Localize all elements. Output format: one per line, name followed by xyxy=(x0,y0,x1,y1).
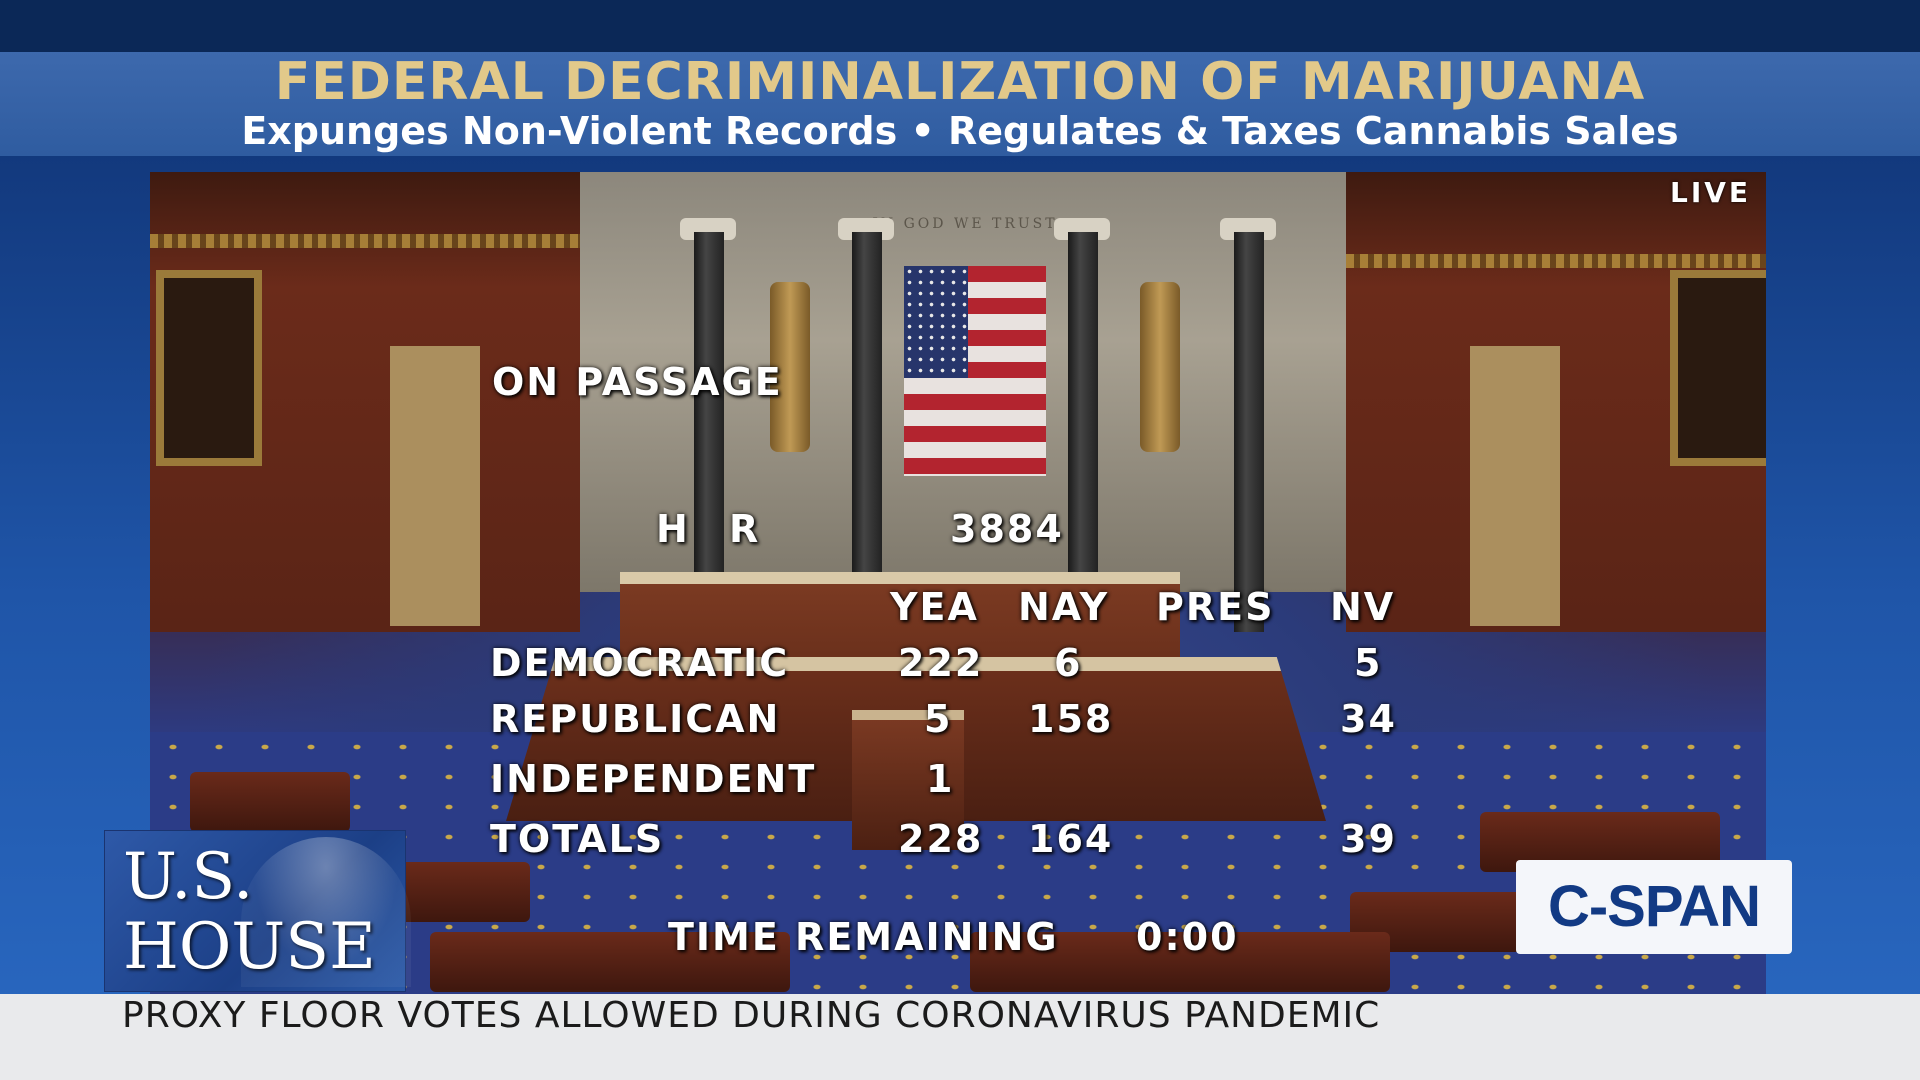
column-header-yea: YEA xyxy=(890,585,979,629)
column xyxy=(1234,232,1264,632)
nay-totals: 164 xyxy=(1028,817,1114,861)
headline-banner: FEDERAL DECRIMINALIZATION OF MARIJUANA E… xyxy=(0,52,1920,156)
column xyxy=(694,232,724,632)
frieze-left xyxy=(150,234,580,248)
live-indicator: LIVE xyxy=(1670,176,1752,209)
capitol-dome-icon xyxy=(241,837,411,987)
cspan-logo: C-SPAN xyxy=(1516,860,1792,954)
headline-subtitle: Expunges Non-Violent Records • Regulates… xyxy=(241,109,1679,153)
party-democratic: DEMOCRATIC xyxy=(490,641,790,685)
bill-prefix: H R xyxy=(656,507,773,551)
bench xyxy=(430,932,790,992)
fasces-right xyxy=(1140,282,1180,452)
crawl-text: PROXY FLOOR VOTES ALLOWED DURING CORONAV… xyxy=(122,995,1381,1036)
flag-union xyxy=(904,266,968,378)
video-feed: IN GOD WE TRUST xyxy=(150,172,1766,994)
column xyxy=(852,232,882,632)
nv-republican: 34 xyxy=(1340,697,1397,741)
us-house-logo: U.S. HOUSE xyxy=(104,830,411,992)
fasces-left xyxy=(770,282,810,452)
vote-motion: ON PASSAGE xyxy=(492,360,783,404)
lectern xyxy=(852,710,964,850)
yea-independent: 1 xyxy=(926,757,955,801)
column-header-nay: NAY xyxy=(1018,585,1110,629)
column-header-pres: PRES xyxy=(1156,585,1275,629)
party-totals: TOTALS xyxy=(490,817,665,861)
nay-republican: 158 xyxy=(1028,697,1114,741)
yea-republican: 5 xyxy=(924,697,953,741)
portrait-right xyxy=(1670,270,1766,466)
bench xyxy=(970,932,1390,992)
us-house-logo-line1: U.S. xyxy=(123,840,254,914)
nv-democratic: 5 xyxy=(1354,641,1383,685)
bench xyxy=(190,772,350,832)
column xyxy=(1068,232,1098,632)
bill-number: 3884 xyxy=(950,507,1064,551)
top-bar xyxy=(0,0,1920,52)
frieze-right xyxy=(1346,254,1766,268)
us-house-logo-line2: HOUSE xyxy=(123,910,376,984)
yea-totals: 228 xyxy=(898,817,984,861)
inscription: IN GOD WE TRUST xyxy=(872,216,1058,232)
news-crawl: PROXY FLOOR VOTES ALLOWED DURING CORONAV… xyxy=(0,994,1920,1080)
nv-totals: 39 xyxy=(1340,817,1397,861)
doorway-left xyxy=(390,346,480,626)
party-independent: INDEPENDENT xyxy=(490,757,817,801)
doorway-right xyxy=(1470,346,1560,626)
nay-democratic: 6 xyxy=(1054,641,1083,685)
time-remaining-value: 0:00 xyxy=(1136,915,1239,959)
portrait-left xyxy=(156,270,262,466)
yea-democratic: 222 xyxy=(898,641,984,685)
column-header-nv: NV xyxy=(1330,585,1396,629)
party-republican: REPUBLICAN xyxy=(490,697,781,741)
time-remaining-label: TIME REMAINING xyxy=(668,915,1059,959)
american-flag xyxy=(904,266,1046,476)
headline-title: FEDERAL DECRIMINALIZATION OF MARIJUANA xyxy=(274,52,1646,112)
